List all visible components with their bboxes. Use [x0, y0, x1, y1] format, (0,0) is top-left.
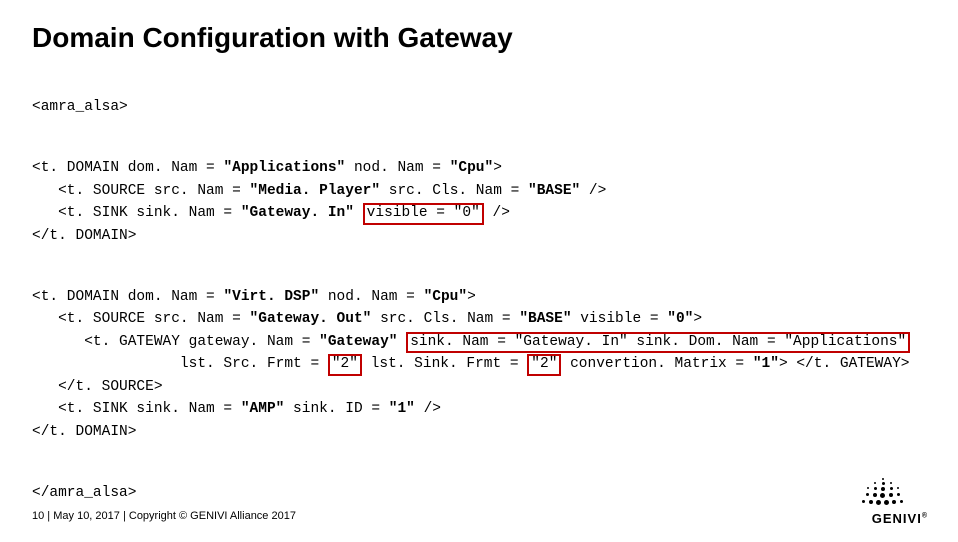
code-text: >: [493, 160, 502, 176]
code-text: convertion. Matrix =: [561, 356, 752, 372]
code-line: </amra_alsa>: [32, 485, 136, 501]
code-bold: "Gateway. In": [241, 205, 354, 221]
footer-date: May 10, 2017: [53, 510, 120, 522]
code-text: <t. GATEWAY gateway. Nam =: [32, 334, 319, 350]
code-content: <amra_alsa> <t. DOMAIN dom. Nam = "Appli…: [32, 74, 926, 542]
logo-registered: ®: [922, 513, 928, 520]
code-bold: "Applications": [223, 160, 345, 176]
code-text: > </t. GATEWAY>: [779, 356, 910, 372]
code-bold: "1": [753, 356, 779, 372]
code-bold: "AMP": [241, 401, 285, 417]
code-text: <t. SOURCE src. Nam =: [32, 183, 250, 199]
slide-title: Domain Configuration with Gateway: [32, 22, 926, 54]
code-text: visible =: [572, 311, 668, 327]
code-text: </t. DOMAIN>: [32, 228, 136, 244]
code-text: <t. DOMAIN dom. Nam =: [32, 289, 223, 305]
code-bold: "Gateway. Out": [250, 311, 372, 327]
code-bold: "1": [389, 401, 415, 417]
code-bold: "0": [667, 311, 693, 327]
footer-sep: |: [120, 510, 129, 522]
highlight-box: sink. Nam = "Gateway. In" sink. Dom. Nam…: [406, 332, 910, 353]
code-text: <t. SINK sink. Nam =: [32, 205, 241, 221]
code-text: <t. SINK sink. Nam =: [32, 401, 241, 417]
code-bold: "BASE": [519, 311, 571, 327]
code-text: />: [580, 183, 606, 199]
code-bold: "Gateway": [319, 334, 397, 350]
logo-dots-icon: [862, 478, 906, 508]
code-text: >: [693, 311, 702, 327]
logo-text: GENIVI®: [872, 511, 928, 526]
code-text: [354, 205, 363, 221]
code-text: [397, 334, 406, 350]
code-bold: "Media. Player": [250, 183, 381, 199]
genivi-logo: GENIVI®: [838, 478, 928, 526]
code-text: <t. DOMAIN dom. Nam =: [32, 160, 223, 176]
code-text: </t. SOURCE>: [32, 379, 163, 395]
code-line: <amra_alsa>: [32, 99, 128, 115]
code-bold: "Cpu": [424, 289, 468, 305]
slide-footer: 10 | May 10, 2017 | Copyright © GENIVI A…: [32, 510, 296, 522]
code-text: </t. DOMAIN>: [32, 424, 136, 440]
code-text: lst. Src. Frmt =: [32, 356, 328, 372]
code-text: nod. Nam =: [345, 160, 449, 176]
code-text: sink. ID =: [284, 401, 388, 417]
code-text: src. Cls. Nam =: [380, 183, 528, 199]
code-text: >: [467, 289, 476, 305]
code-bold: "BASE": [528, 183, 580, 199]
highlight-box: visible = "0": [363, 203, 484, 224]
code-bold: "Cpu": [450, 160, 494, 176]
code-text: nod. Nam =: [319, 289, 423, 305]
highlight-box: "2": [527, 354, 561, 375]
highlight-box: "2": [328, 354, 362, 375]
page-number: 10: [32, 510, 44, 522]
code-text: />: [484, 205, 510, 221]
footer-sep: |: [44, 510, 53, 522]
code-text: <t. SOURCE src. Nam =: [32, 311, 250, 327]
code-text: lst. Sink. Frmt =: [362, 356, 527, 372]
code-text: />: [415, 401, 441, 417]
footer-copyright: Copyright © GENIVI Alliance 2017: [129, 510, 296, 522]
code-text: src. Cls. Nam =: [371, 311, 519, 327]
code-bold: "Virt. DSP": [223, 289, 319, 305]
